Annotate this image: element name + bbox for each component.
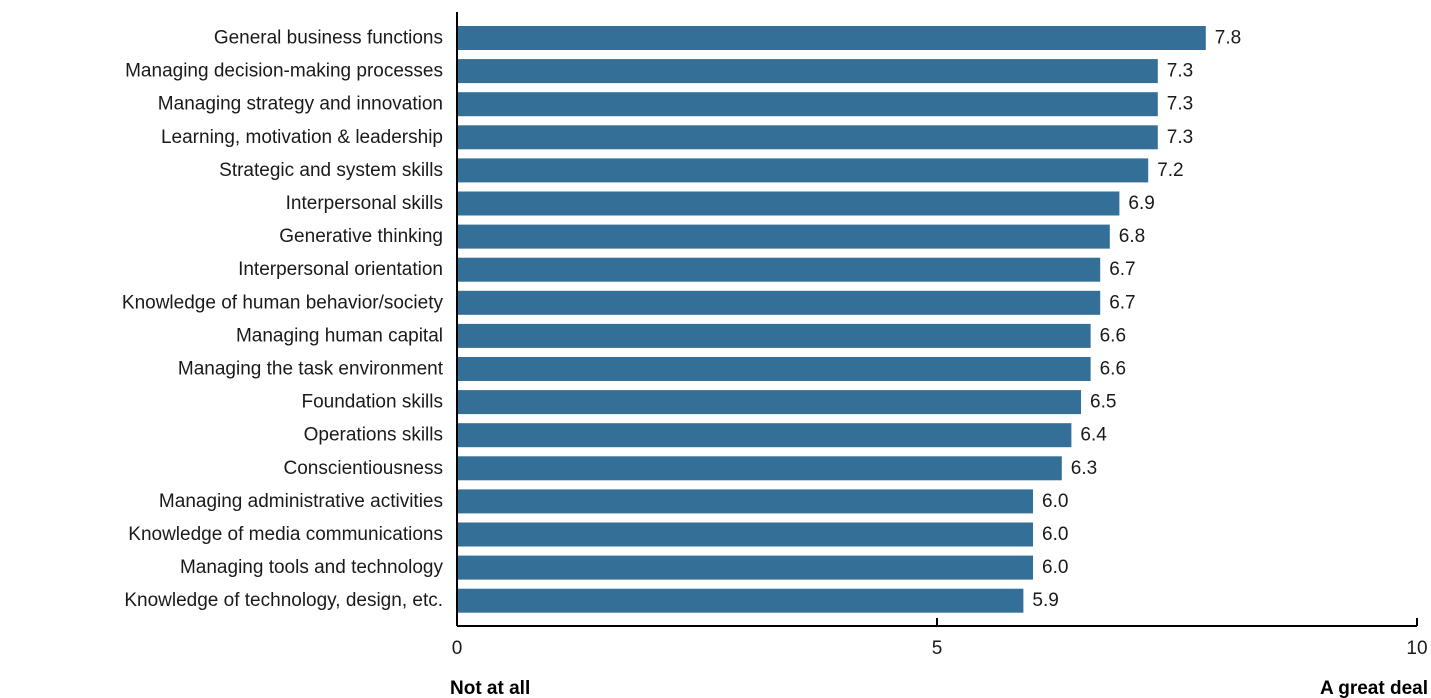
value-label: 5.9: [1032, 590, 1058, 611]
bar: [457, 26, 1206, 50]
bar: [457, 125, 1158, 150]
category-label: Operations skills: [304, 425, 443, 446]
bar: [457, 588, 1024, 613]
category-label: Managing the task environment: [178, 359, 444, 380]
bars-group: [457, 26, 1206, 613]
value-label: 6.4: [1080, 425, 1107, 446]
value-label: 7.8: [1215, 28, 1241, 49]
value-label: 6.0: [1042, 557, 1068, 578]
category-label: Managing decision-making processes: [125, 61, 443, 82]
category-label: Knowledge of human behavior/society: [122, 292, 444, 313]
bar: [457, 522, 1033, 547]
category-label: Managing administrative activities: [159, 491, 443, 512]
bar: [457, 456, 1062, 481]
value-labels-group: 7.8 7.3 7.3 7.3 7.26.9 6.8 6.7 6.7 6.6 6.6 6.5 6.4 6…: [1032, 28, 1241, 612]
bar: [457, 423, 1072, 448]
value-label: 6.7: [1109, 292, 1135, 313]
category-label: Managing human capital: [236, 325, 443, 346]
category-label: Interpersonal skills: [286, 193, 443, 214]
x-ticks-group: 0 5 10: [452, 618, 1428, 659]
value-label: 6.6: [1100, 325, 1126, 346]
bar: [457, 323, 1091, 348]
category-label: Strategic and system skills: [219, 160, 443, 181]
bar: [457, 224, 1110, 249]
category-label: Foundation skills: [301, 392, 443, 413]
bar: [457, 257, 1101, 282]
value-label: 6.3: [1071, 458, 1097, 479]
value-label: 6.0: [1042, 491, 1068, 512]
x-axis-max-label: A great deal: [1320, 678, 1428, 698]
category-label: Knowledge of technology, design, etc.: [124, 590, 443, 611]
value-label: 7.2: [1157, 160, 1183, 181]
value-label: 6.7: [1109, 259, 1135, 280]
category-label: Managing tools and technology: [180, 557, 444, 578]
bar: [457, 357, 1091, 381]
category-label: Managing strategy and innovation: [158, 94, 443, 115]
value-label: 7.3: [1167, 127, 1193, 148]
value-label: 7.3: [1167, 61, 1193, 82]
bar: [457, 191, 1120, 216]
bar: [457, 59, 1158, 84]
value-label: 6.9: [1128, 193, 1154, 214]
value-label: 6.6: [1100, 359, 1126, 380]
category-label: Interpersonal orientation: [238, 259, 443, 280]
category-label: Generative thinking: [279, 226, 443, 247]
category-label: General business functions: [214, 28, 443, 49]
category-label: Learning, motivation & leadership: [161, 127, 443, 148]
category-label: Conscientiousness: [284, 458, 443, 479]
bar: [457, 555, 1033, 580]
bar: [457, 290, 1101, 315]
value-label: 6.0: [1042, 524, 1068, 545]
x-tick-label: 0: [452, 638, 463, 659]
x-axis-min-label: Not at all: [450, 678, 530, 698]
x-tick-label: 5: [932, 638, 943, 659]
bar: [457, 92, 1158, 117]
category-label: Knowledge of media communications: [128, 524, 443, 545]
value-label: 6.8: [1119, 226, 1145, 247]
x-tick-label: 10: [1406, 638, 1427, 659]
value-label: 6.5: [1090, 392, 1116, 413]
category-labels-group: General business functions Managing decis…: [122, 28, 444, 612]
bar: [457, 390, 1081, 415]
bar: [457, 158, 1149, 183]
bar: [457, 489, 1033, 514]
value-label: 7.3: [1167, 94, 1193, 115]
